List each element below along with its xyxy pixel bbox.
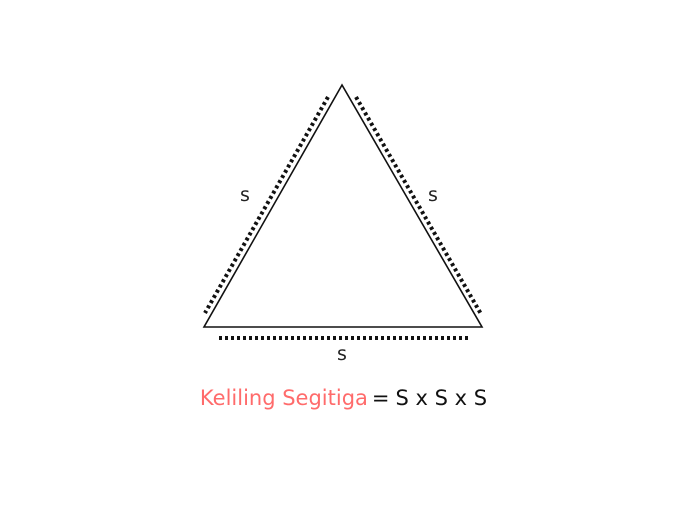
bottom-side-label: s [337,343,347,365]
right-side-dotted-line [354,96,483,315]
triangle-shape [202,83,484,328]
left-side-dotted-line [203,96,330,314]
formula-name: Keliling Segitiga [199,386,368,410]
right-side-label: s [428,184,438,206]
formula-expression: S x S x S [395,386,488,410]
left-side-label: s [240,184,250,206]
perimeter-formula: Keliling Segitiga = S x S x S [0,386,687,410]
formula-equals-sign: = [371,386,390,410]
